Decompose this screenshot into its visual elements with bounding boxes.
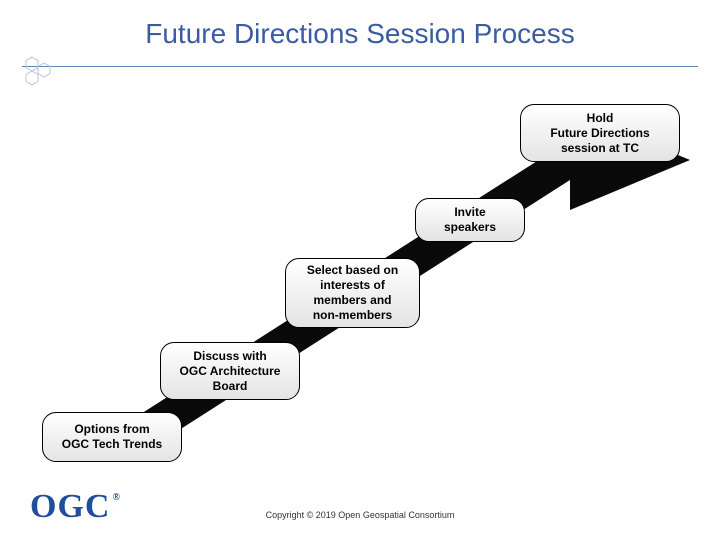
step-select-interests: Select based on interests of members and… <box>285 258 420 328</box>
copyright-text: Copyright © 2019 Open Geospatial Consort… <box>0 510 720 520</box>
step-invite-speakers: Invite speakers <box>415 198 525 242</box>
hex-decoration-icon <box>22 55 70 91</box>
step-options-tech-trends: Options from OGC Tech Trends <box>42 412 182 462</box>
slide-title: Future Directions Session Process <box>0 18 720 50</box>
step-hold-session: Hold Future Directions session at TC <box>520 104 680 162</box>
process-diagram: Options from OGC Tech Trends Discuss wit… <box>30 90 690 460</box>
title-rule <box>22 66 698 67</box>
slide: Future Directions Session Process Option… <box>0 0 720 540</box>
ogc-logo: OGC® <box>30 488 119 526</box>
step-discuss-oab: Discuss with OGC Architecture Board <box>160 342 300 400</box>
logo-registered: ® <box>112 492 120 503</box>
